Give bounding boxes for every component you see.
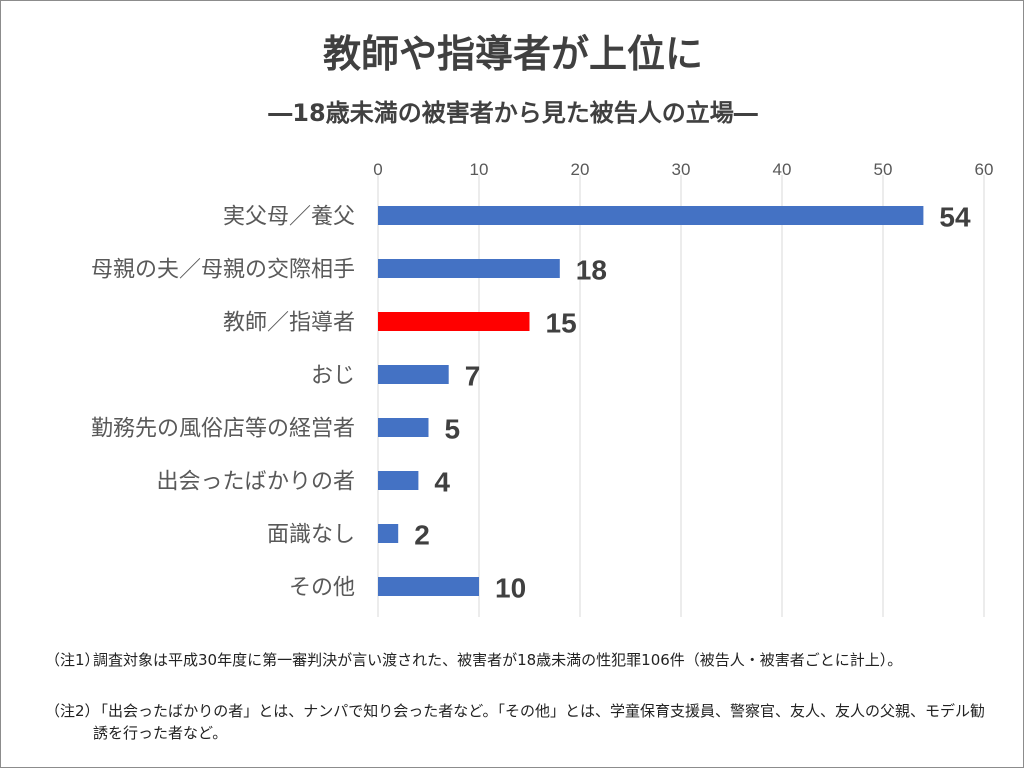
data-label: 4	[434, 467, 450, 498]
x-tick-label: 30	[672, 160, 691, 179]
footnote-2: （注2） 「出会ったばかりの者」とは、ナンパで知り会った者など。「その他」とは、…	[45, 700, 1005, 744]
chart-subtitle: ―18歳未満の被害者から見た被告人の立場―	[268, 99, 758, 127]
data-label: 15	[546, 308, 577, 339]
x-tick-label: 10	[470, 160, 489, 179]
category-label: 実父母／養父	[223, 205, 355, 230]
data-label: 10	[495, 573, 526, 604]
x-tick-label: 50	[874, 160, 893, 179]
data-label: 2	[414, 520, 430, 551]
bar	[378, 471, 419, 490]
category-label: 面識なし	[267, 523, 355, 548]
bar	[378, 418, 429, 437]
category-label: その他	[289, 576, 355, 601]
category-label: 出会ったばかりの者	[157, 470, 355, 495]
footnote-2-text: 「出会ったばかりの者」とは、ナンパで知り会った者など。「その他」とは、学童保育支…	[93, 702, 986, 742]
bar	[378, 365, 449, 384]
footnote-2-tag: （注2）	[45, 702, 100, 720]
category-label: 教師／指導者	[223, 311, 355, 336]
data-label: 7	[465, 361, 481, 392]
category-label: 勤務先の風俗店等の経営者	[91, 417, 355, 442]
footnote-1: （注1） 調査対象は平成30年度に第一審判決が言い渡された、被害者が18歳未満の…	[45, 649, 1005, 693]
bar	[378, 577, 479, 596]
footnote-1-text: 調査対象は平成30年度に第一審判決が言い渡された、被害者が18歳未満の性犯罪10…	[93, 651, 903, 669]
x-tick-label: 20	[571, 160, 590, 179]
x-tick-label: 60	[975, 160, 994, 179]
bar	[378, 312, 530, 331]
category-label: おじ	[311, 364, 355, 389]
data-label: 5	[445, 414, 461, 445]
footnote-1-tag: （注1）	[45, 651, 100, 669]
category-label: 母親の夫／母親の交際相手	[91, 258, 355, 283]
bar	[378, 259, 560, 278]
chart-title: 教師や指導者が上位に	[322, 32, 703, 76]
x-tick-label: 40	[773, 160, 792, 179]
data-label: 54	[939, 202, 971, 233]
bar	[378, 524, 399, 543]
data-label: 18	[576, 255, 607, 286]
x-tick-label: 0	[373, 160, 382, 179]
bar	[378, 206, 924, 225]
